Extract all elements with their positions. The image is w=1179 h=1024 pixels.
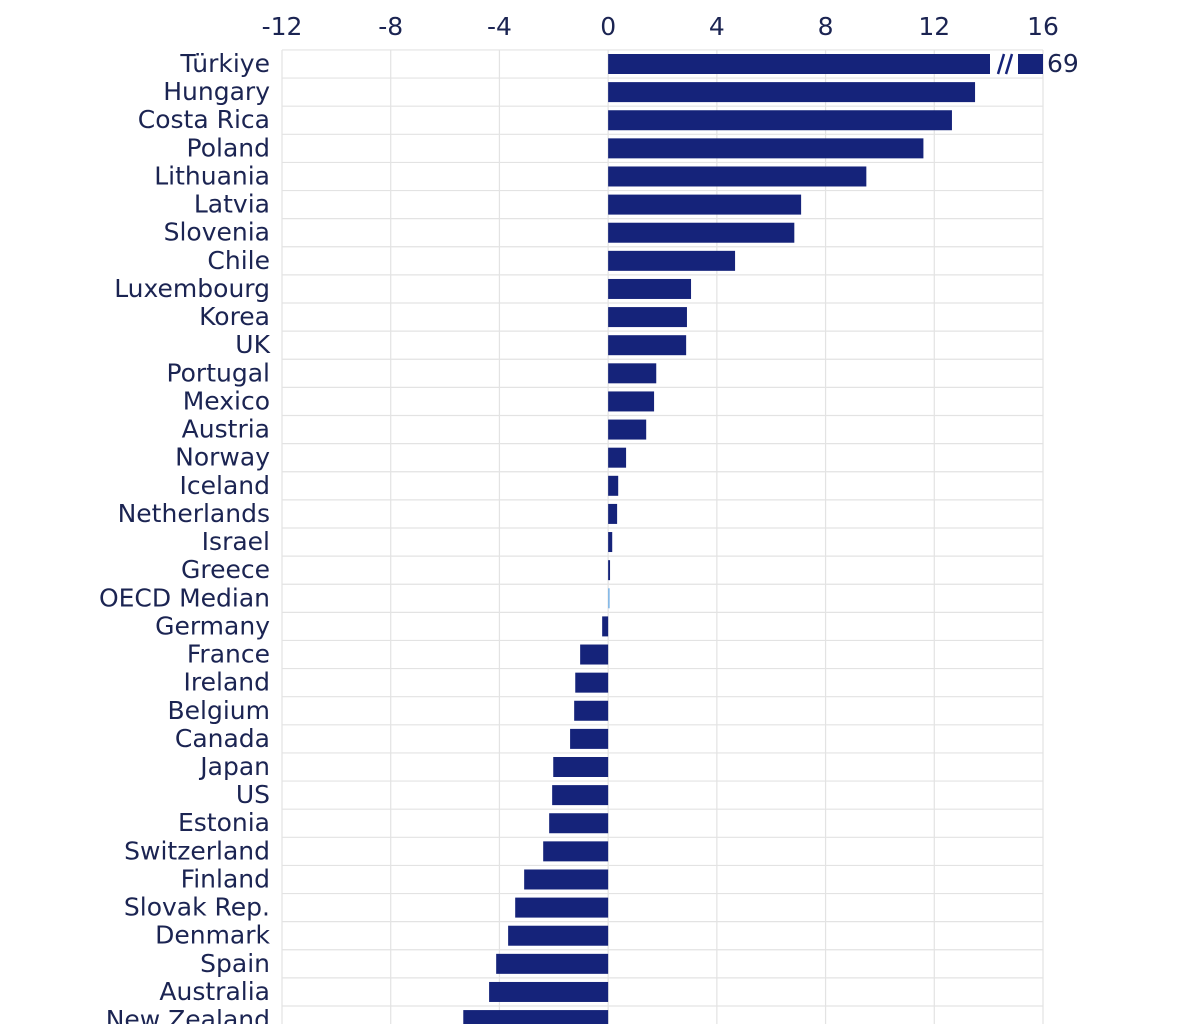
y-tick-label: Türkiye [179, 49, 270, 78]
y-tick-label: Estonia [178, 808, 270, 837]
bar [608, 447, 627, 468]
y-tick-label: Slovenia [164, 218, 270, 247]
y-tick-label: Costa Rica [138, 105, 270, 134]
bar [608, 532, 613, 553]
bar [515, 897, 609, 918]
x-tick-label: 12 [918, 12, 950, 41]
y-tick-label: Australia [159, 977, 270, 1006]
bar [608, 82, 976, 103]
y-tick-label: Norway [175, 443, 270, 472]
x-tick-label: 8 [818, 12, 834, 41]
bar [608, 307, 687, 328]
bar [608, 194, 802, 215]
y-tick-label: Slovak Rep. [124, 893, 270, 922]
value-label: 69 [1047, 49, 1079, 78]
y-tick-label: Japan [198, 752, 270, 781]
y-tick-label: Israel [202, 527, 270, 556]
y-tick-label: New Zealand [106, 1005, 270, 1024]
bar [608, 166, 867, 187]
bar [608, 335, 687, 356]
x-tick-label: -8 [378, 12, 403, 41]
bar [552, 785, 609, 806]
y-tick-label: Poland [187, 133, 270, 162]
bar [575, 672, 609, 693]
y-tick-label: Luxembourg [114, 274, 270, 303]
y-tick-label: Latvia [194, 190, 270, 219]
bar [608, 588, 610, 609]
bar [608, 278, 692, 299]
bar [608, 110, 952, 131]
y-tick-label: Switzerland [124, 836, 270, 865]
bar [608, 138, 924, 159]
bar [570, 728, 609, 749]
y-tick-label: OECD Median [99, 583, 270, 612]
axis-break [996, 53, 1006, 75]
axis-break [1004, 53, 1014, 75]
y-tick-label: Finland [181, 864, 270, 893]
bar [508, 925, 609, 946]
y-tick-label: Denmark [155, 921, 270, 950]
bar [608, 222, 795, 243]
x-tick-label: 16 [1027, 12, 1059, 41]
bar [574, 700, 609, 721]
y-tick-label: Chile [207, 246, 270, 275]
y-tick-label: Canada [175, 724, 270, 753]
y-tick-label: US [236, 780, 270, 809]
y-tick-label: Lithuania [154, 161, 270, 190]
x-tick-label: 4 [709, 12, 725, 41]
bar [496, 953, 609, 974]
y-tick-label: Korea [199, 302, 270, 331]
y-tick-label: Mexico [183, 386, 270, 415]
bar [608, 250, 736, 271]
y-tick-label: Greece [181, 555, 270, 584]
y-tick-label: Iceland [180, 471, 270, 500]
bar [608, 391, 655, 412]
bar [608, 363, 657, 384]
bar [608, 54, 1043, 74]
y-tick-label: Spain [200, 949, 270, 978]
bar [524, 869, 609, 890]
bar [580, 644, 609, 665]
y-tick-label: Ireland [184, 668, 270, 697]
y-tick-label: France [187, 640, 270, 669]
y-tick-label: Belgium [168, 696, 271, 725]
bar [602, 616, 609, 637]
bar [608, 560, 611, 581]
y-tick-label: Austria [182, 415, 270, 444]
bar [489, 981, 609, 1002]
bar [608, 503, 618, 524]
bar [553, 757, 609, 777]
x-tick-label: -12 [262, 12, 303, 41]
y-tick-label: Germany [155, 611, 270, 640]
bar [608, 419, 647, 440]
y-tick-label: Hungary [163, 77, 270, 106]
y-tick-label: Portugal [166, 358, 270, 387]
bar [549, 813, 609, 834]
y-tick-label: UK [235, 330, 270, 359]
y-tick-label: Netherlands [118, 499, 270, 528]
bar [463, 1010, 609, 1024]
bar [543, 841, 609, 862]
x-tick-label: -4 [487, 12, 512, 41]
bar [608, 475, 619, 496]
x-tick-label: 0 [600, 12, 616, 41]
